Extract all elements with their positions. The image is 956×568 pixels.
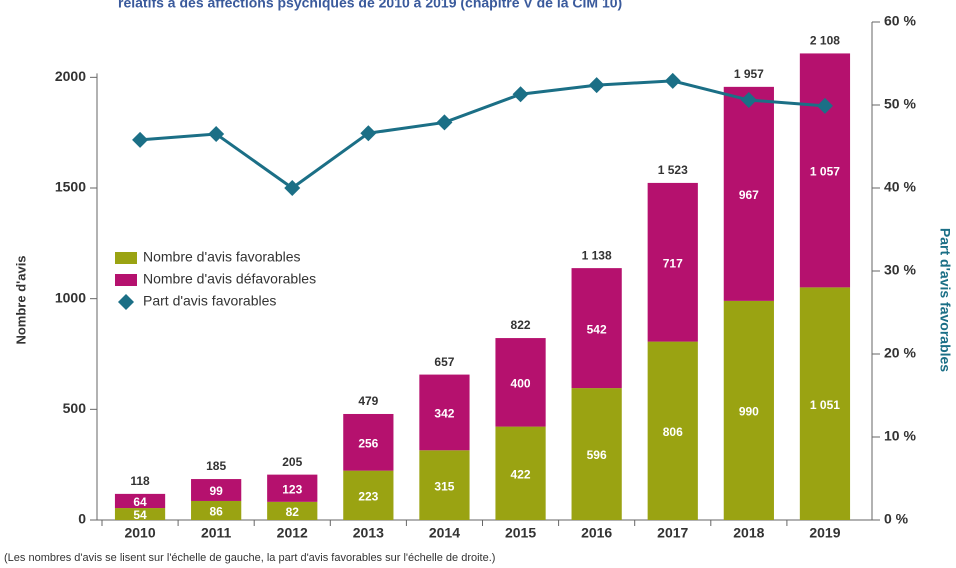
bar-segment [495,426,546,520]
bar-segment [571,388,622,520]
bar-value-label: 123 [282,482,302,496]
bar-value-label: 1 057 [810,165,840,179]
legend-swatch [115,274,137,286]
y2-tick-label: 20 % [884,345,916,361]
line-marker [208,126,225,143]
bar-segment [799,287,851,520]
bar-segment [267,474,318,502]
bar-total-label: 118 [130,474,150,488]
y2-tick-label: 40 % [884,179,916,195]
x-tick-label: 2010 [124,525,155,541]
line-marker [284,180,301,196]
line-marker [740,92,757,109]
line-series [139,79,826,190]
y2-tick-label: 10 % [884,428,916,444]
bar-value-label: 99 [209,484,223,498]
bar-total-label: 1 957 [734,67,764,81]
legend-swatch [115,252,137,264]
bar-value-label: 717 [663,256,683,270]
y2-tick-label: 60 % [884,13,916,29]
y2-tick-label: 30 % [884,262,916,278]
bar-value-label: 64 [133,495,147,509]
bar-value-label: 422 [511,467,531,481]
x-tick-label: 2014 [429,525,460,541]
bar-segment [495,338,546,427]
bar-segment [419,450,470,520]
line-marker [132,131,149,148]
bar-segment [191,479,242,501]
bar-segment [419,374,470,451]
x-tick-label: 2016 [581,525,612,541]
y-axis-label: Nombre d'avis [13,255,28,344]
bar-total-label: 479 [358,394,378,408]
bar-value-label: 990 [739,405,759,419]
bar-value-label: 86 [209,505,223,519]
line-marker [512,86,529,103]
bar-total-label: 205 [282,455,302,469]
bar-segment [799,53,851,288]
line-marker [588,77,605,94]
legend-label: Part d'avis favorables [143,293,276,309]
x-tick-label: 2018 [733,525,764,541]
y-tick-label: 500 [63,400,87,416]
bar-total-label: 822 [511,318,531,332]
bar-segment [114,508,166,520]
bar-value-label: 1 051 [810,398,840,412]
x-tick-label: 2011 [201,525,232,541]
bar-value-label: 400 [511,377,531,391]
line-marker [360,125,377,142]
bar-segment [114,493,166,509]
bar-segment [343,470,394,520]
line-marker [436,114,453,131]
bar-value-label: 596 [587,448,607,462]
x-tick-label: 2012 [277,525,308,541]
bar-total-label: 1 523 [658,163,688,177]
bar-value-label: 82 [286,505,300,519]
bar-total-label: 1 138 [582,248,612,262]
legend-label: Nombre d'avis favorables [143,249,301,265]
y-tick-label: 2000 [55,68,86,84]
bar-total-label: 657 [434,355,454,369]
bar-segment [267,501,318,520]
bar-segment [571,268,622,389]
y2-axis-label: Part d'avis favorables [937,228,953,372]
bar-value-label: 256 [358,436,378,450]
footnote: (Les nombres d'avis se lisent sur l'éche… [4,552,495,564]
line-marker [664,72,681,89]
bar-value-label: 542 [587,322,607,336]
x-tick-label: 2013 [353,525,384,541]
x-tick-label: 2017 [657,525,688,541]
chart-title: relatifs à des affections psychiques de … [118,0,622,11]
bar-value-label: 342 [434,407,454,421]
line-marker [816,97,833,114]
bar-segment [343,413,394,471]
y-tick-label: 1500 [55,179,86,195]
bar-value-label: 54 [133,508,147,522]
y2-tick-label: 50 % [884,96,916,112]
bar-segment [647,341,698,520]
bar-value-label: 315 [434,479,454,493]
bar-value-label: 223 [358,489,378,503]
y2-tick-label: 0 % [884,511,909,527]
x-tick-label: 2015 [505,525,536,541]
bar-segment [191,500,242,520]
bar-segment [723,300,774,520]
bar-segment [723,86,774,301]
x-tick-label: 2019 [809,525,840,541]
y-tick-label: 1000 [55,289,86,305]
bar-total-label: 185 [206,459,226,473]
bar-segment [647,182,698,342]
legend-label: Nombre d'avis défavorables [143,271,316,287]
bar-value-label: 806 [663,425,683,439]
bar-total-label: 2 108 [810,34,840,48]
legend-marker [118,294,134,310]
bar-value-label: 967 [739,188,759,202]
y-tick-label: 0 [78,511,86,527]
